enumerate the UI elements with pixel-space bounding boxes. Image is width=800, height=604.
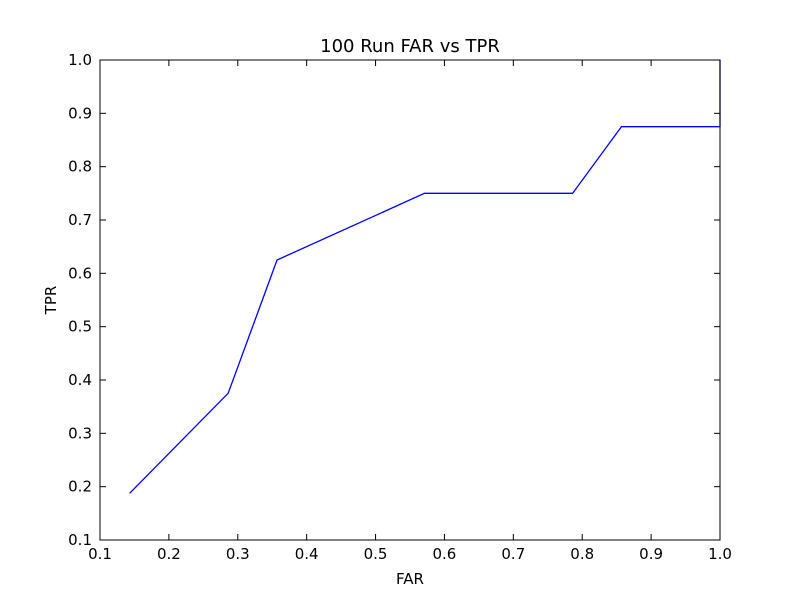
y-tick-label: 1.0 [68, 51, 92, 69]
x-tick-label: 1.0 [708, 545, 732, 563]
y-tick-label: 0.6 [68, 264, 92, 282]
plot-frame [100, 60, 720, 540]
y-tick-label: 0.5 [68, 318, 92, 336]
x-tick-label: 0.8 [570, 545, 594, 563]
x-tick-label: 0.4 [295, 545, 319, 563]
series-layer [130, 60, 720, 493]
series-line-0 [130, 60, 720, 493]
y-tick-label: 0.3 [68, 424, 92, 442]
chart-title: 100 Run FAR vs TPR [320, 36, 500, 57]
y-tick-label: 0.2 [68, 478, 92, 496]
x-tick-label: 0.6 [433, 545, 457, 563]
y-tick-label: 0.9 [68, 104, 92, 122]
y-tick-label: 0.8 [68, 158, 92, 176]
x-tick-label: 0.2 [157, 545, 181, 563]
y-tick-label: 0.4 [68, 371, 92, 389]
x-tick-label: 0.9 [639, 545, 663, 563]
x-tick-label: 0.7 [501, 545, 525, 563]
x-axis-label: FAR [396, 570, 424, 588]
x-tick-label: 0.5 [364, 545, 388, 563]
y-tick-label: 0.1 [68, 531, 92, 549]
x-tick-label: 0.3 [226, 545, 250, 563]
y-axis-label: TPR [42, 286, 60, 316]
y-tick-label: 0.7 [68, 211, 92, 229]
